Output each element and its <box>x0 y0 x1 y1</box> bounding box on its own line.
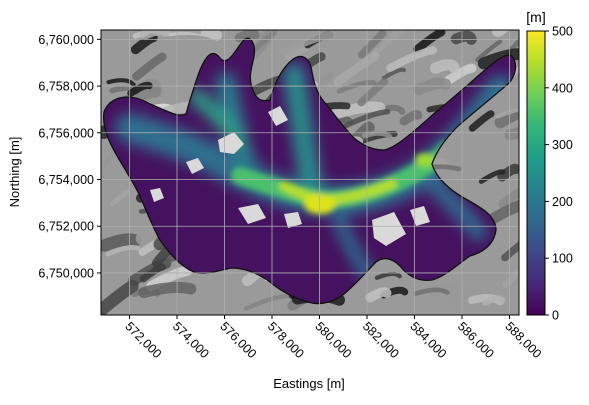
east-tributary <box>421 171 487 241</box>
colorbar-tick-label: 100 <box>552 252 573 266</box>
terrain-ridge <box>498 187 519 209</box>
y-tick-label: 6,754,000 <box>38 173 94 187</box>
grid-lines <box>101 30 519 315</box>
terrain-ridge <box>357 30 387 59</box>
terrain-ridge <box>132 52 167 81</box>
nunatak <box>268 106 288 126</box>
nunatak <box>238 204 266 224</box>
terrain-ridge <box>105 244 141 257</box>
nunataks <box>150 106 430 246</box>
terrain-ridge <box>357 78 389 107</box>
colorbar: [m] 0 100 200 300 400 500 <box>526 9 573 323</box>
terrain-ridge <box>139 263 166 283</box>
y-axis: 6,750,000 6,752,000 6,754,000 6,756,000 6,75… <box>38 33 101 280</box>
terrain-ridge <box>381 67 407 81</box>
x-tick-label: 578,000 <box>265 319 307 361</box>
x-tick-label: 580,000 <box>312 319 354 361</box>
x-tick-label: 588,000 <box>502 319 544 361</box>
colorbar-tick-label: 400 <box>552 81 573 95</box>
terrain-ridge <box>389 30 402 40</box>
terrain-ridge <box>130 33 158 55</box>
terrain-ridge <box>101 279 139 315</box>
terrain-ridge <box>374 271 402 280</box>
terrain-ridge <box>429 59 460 74</box>
x-tick-label: 584,000 <box>407 319 449 361</box>
colorbar-tick-label: 0 <box>552 309 559 323</box>
terrain-ridge <box>110 189 131 207</box>
terrain-ridge <box>361 130 393 140</box>
terrain-ridge <box>495 107 519 119</box>
x-axis: 572,000 574,000 576,000 578,000 580,000 582,0… <box>122 315 544 361</box>
nunatak <box>410 206 430 226</box>
nunatak <box>150 188 164 202</box>
terrain-ridge <box>501 240 519 262</box>
terrain-ridge <box>491 30 510 37</box>
terrain-ridge <box>443 63 477 86</box>
terrain-ridge <box>146 265 193 292</box>
max-thickness-core <box>304 194 336 214</box>
terrain-ridge <box>281 30 337 56</box>
terrain-ridge <box>333 51 380 87</box>
nunatak <box>186 158 204 174</box>
x-tick-label: 582,000 <box>360 319 402 361</box>
terrain-ridge <box>243 293 292 311</box>
x-axis-label: Eastings [m] <box>273 376 345 391</box>
terrain-ridge <box>413 77 452 96</box>
nunatak <box>372 212 406 246</box>
colorbar-tick-label: 500 <box>552 25 573 39</box>
y-tick-label: 6,758,000 <box>38 80 94 94</box>
y-tick-label: 6,752,000 <box>38 220 94 234</box>
terrain-ridge <box>330 101 386 120</box>
terrain-ridge <box>336 80 377 94</box>
x-tick-label: 576,000 <box>217 319 259 361</box>
y-tick-label: 6,750,000 <box>38 266 94 280</box>
terrain-ridge <box>399 110 423 126</box>
y-tick-label: 6,756,000 <box>38 126 94 140</box>
terrain-ridge <box>475 39 503 63</box>
terrain-ridge <box>413 287 450 296</box>
plot-frame <box>100 29 520 316</box>
terrain-ridge <box>449 287 482 305</box>
x-tick-label: 572,000 <box>122 319 164 361</box>
plot-area <box>101 30 519 315</box>
colorbar-tick-label: 200 <box>552 195 573 209</box>
y-tick-label: 6,760,000 <box>38 33 94 47</box>
terrain-ridge <box>504 127 519 141</box>
glacier-core <box>231 141 457 214</box>
terrain-ridge <box>101 233 142 252</box>
x-tick-label: 586,000 <box>455 319 497 361</box>
terrain-ridge <box>138 281 197 299</box>
terrain-ridge <box>340 109 391 130</box>
nunatak <box>284 212 302 228</box>
terrain-ridge <box>502 268 519 288</box>
terrain-ridge <box>106 78 136 87</box>
east-thickness-core <box>415 153 435 167</box>
terrain-ridge <box>234 30 260 43</box>
terrain-ridge <box>468 110 495 132</box>
terrain-ridge <box>450 30 477 45</box>
terrain-ridge <box>482 295 506 306</box>
y-axis-label: Northing [m] <box>7 137 22 208</box>
colorbar-bar <box>526 30 546 316</box>
terrain-ridge <box>365 287 392 303</box>
north-tributary-2 <box>283 63 323 197</box>
colorbar-ticks: 0 100 200 300 400 500 <box>545 25 573 323</box>
terrain-ridge <box>413 30 446 54</box>
terrain-ridge <box>497 163 519 182</box>
colorbar-label: [m] <box>526 9 545 25</box>
colorbar-tick-label: 300 <box>552 138 573 152</box>
terrain-ridge <box>494 106 519 129</box>
x-tick-label: 574,000 <box>170 319 212 361</box>
terrain-ridge <box>139 30 171 40</box>
